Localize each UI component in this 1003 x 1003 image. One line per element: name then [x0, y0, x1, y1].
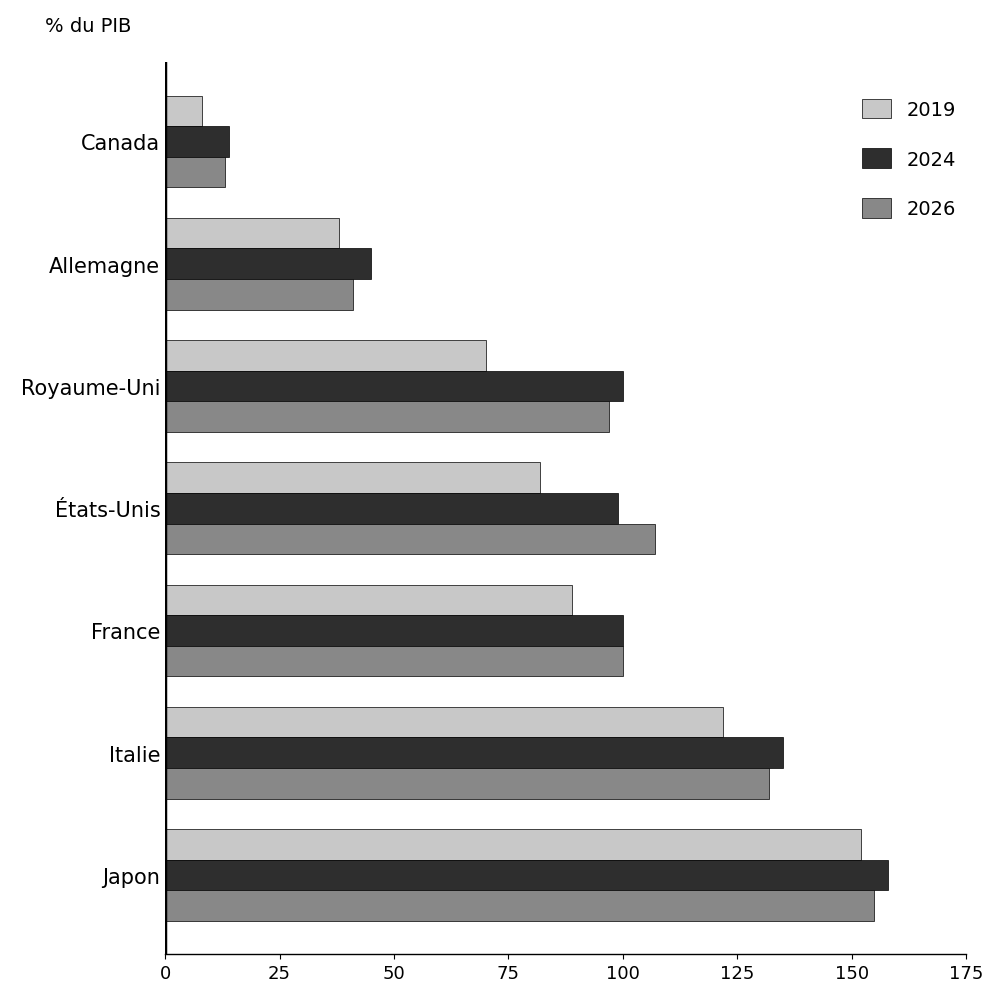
Bar [165, 157, 225, 189]
Bar [165, 829, 860, 860]
Bar [165, 341, 485, 371]
Bar [165, 493, 618, 524]
Bar [165, 524, 654, 555]
Bar [165, 280, 352, 310]
Bar [165, 96, 202, 127]
Bar [165, 219, 339, 249]
Bar [165, 127, 229, 157]
Bar [165, 371, 622, 402]
Bar [165, 738, 782, 768]
Bar [165, 402, 609, 432]
Bar [165, 585, 572, 616]
Bar [165, 891, 874, 921]
Bar [165, 616, 622, 646]
Bar [165, 249, 371, 280]
Bar [165, 707, 723, 738]
Bar [165, 463, 540, 493]
Text: % du PIB: % du PIB [45, 17, 131, 36]
Bar [165, 768, 768, 798]
Legend: 2019, 2024, 2026: 2019, 2024, 2026 [862, 99, 955, 220]
Bar [165, 646, 622, 677]
Bar [165, 860, 888, 891]
